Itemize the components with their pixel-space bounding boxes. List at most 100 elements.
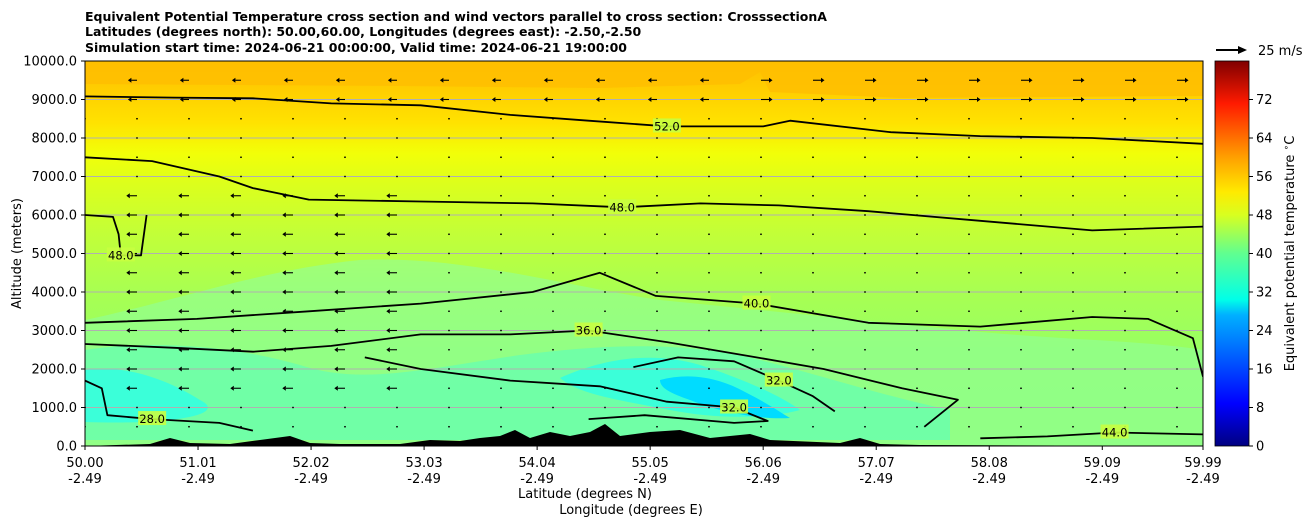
wind-vector-head: [178, 270, 182, 276]
wind-vector: [916, 291, 918, 293]
wind-vector: [708, 368, 710, 370]
wind-vector-head: [230, 251, 234, 256]
contour-line: [364, 356, 769, 424]
wind-vector-head: [334, 328, 338, 333]
wind-vector-head: [491, 77, 496, 83]
colorbar-tick-label: 32: [1256, 286, 1273, 301]
wind-vector: [552, 156, 554, 159]
wind-vector: [500, 214, 502, 216]
wind-vector-head: [334, 366, 338, 372]
wind-vector-head: [282, 212, 286, 218]
x-tick-label-lat: 53.03: [405, 456, 442, 471]
wind-vector-head: [230, 212, 234, 218]
wind-vector: [604, 271, 606, 274]
wind-vector: [1020, 368, 1022, 370]
degree-symbol: ∘: [1282, 145, 1292, 151]
wind-vector: [292, 137, 294, 139]
wind-vector: [604, 310, 606, 313]
wind-vector: [760, 156, 762, 159]
wind-vector: [968, 329, 970, 332]
wind-vector-head: [283, 77, 288, 83]
wind-vector-head: [178, 193, 182, 199]
wind-vector-head: [74, 386, 78, 391]
wind-vector-head: [334, 193, 338, 199]
wind-vector-head: [126, 193, 130, 199]
wind-vector: [552, 406, 554, 409]
wind-vector: [968, 194, 970, 197]
wind-vector: [812, 156, 814, 159]
wind-vector: [968, 271, 970, 274]
wind-vector: [708, 310, 710, 313]
wind-vector-head: [699, 97, 704, 102]
wind-vector: [656, 214, 658, 216]
wind-vector: [1124, 214, 1126, 216]
wind-vector: [552, 425, 554, 428]
wind-vector: [916, 425, 918, 428]
wind-vector: [1124, 175, 1126, 178]
wind-vector: [500, 252, 502, 255]
wind-vector-head: [334, 289, 338, 295]
wind-vector-head: [126, 328, 130, 333]
wind-vector: [448, 194, 450, 197]
wind-vector: [760, 233, 762, 236]
y-tick-label: 7000.0: [32, 170, 78, 185]
wind-vector: [448, 252, 450, 255]
celsius-unit: C: [1283, 136, 1298, 145]
wind-vector-head: [231, 77, 236, 83]
wind-vector: [500, 329, 502, 332]
x-tick-label-lat: 56.06: [745, 456, 782, 471]
wind-vector: [552, 291, 554, 293]
wind-vector: [708, 252, 710, 255]
title-line-1: Equivalent Potential Temperature cross s…: [85, 9, 827, 24]
contour-label-bg: [742, 295, 771, 310]
wind-vector: [1020, 406, 1022, 409]
x-tick-label-lat: 52.02: [292, 456, 329, 471]
wind-vector-head: [387, 97, 392, 102]
wind-vector: [1124, 348, 1126, 351]
wind-vector: [552, 329, 554, 332]
wind-vector: [864, 348, 866, 351]
wind-vector: [968, 387, 970, 390]
wind-vector: [1072, 425, 1074, 428]
wind-vector: [760, 252, 762, 255]
wind-vector: [812, 271, 814, 274]
wind-vector: [1020, 252, 1022, 255]
wind-vector-head: [282, 289, 286, 295]
wind-vector-head: [386, 308, 390, 314]
wind-vector-head: [282, 328, 286, 333]
wind-vector: [1176, 252, 1178, 255]
wind-vector: [1124, 406, 1126, 409]
wind-vector: [1176, 271, 1178, 274]
wind-vector: [136, 137, 138, 139]
wind-vector: [1124, 271, 1126, 274]
wind-vector: [1124, 233, 1126, 236]
wind-vector: [864, 425, 866, 428]
wind-vector: [1072, 252, 1074, 255]
wind-vector: [708, 214, 710, 216]
contour-label-bg: [106, 247, 135, 262]
wind-vector-head: [977, 77, 981, 83]
wind-vector: [1124, 137, 1126, 139]
wind-vector: [1176, 310, 1178, 313]
x-tick-label-lon: -2.49: [181, 472, 215, 487]
wind-vector-head: [74, 232, 78, 237]
wind-vector-head: [1029, 77, 1033, 83]
wind-vector: [864, 252, 866, 255]
wind-vector: [1072, 406, 1074, 409]
wind-vector: [448, 214, 450, 216]
wind-vector: [448, 406, 450, 409]
wind-vector-head: [386, 212, 390, 218]
wind-vector: [604, 406, 606, 409]
wind-vector-head: [386, 366, 390, 372]
wind-vector: [916, 271, 918, 274]
wind-vector-head: [230, 270, 234, 276]
upper-warm-band: [85, 61, 1203, 98]
wind-vector: [604, 214, 606, 216]
wind-vector-head: [74, 193, 78, 198]
wind-vector-head: [127, 77, 132, 83]
wind-vector: [500, 291, 502, 293]
wind-vector: [240, 406, 242, 409]
terrain: [85, 424, 1203, 446]
x-axis-label-lon: Longitude (degrees E): [559, 503, 703, 518]
wind-vector: [500, 175, 502, 178]
